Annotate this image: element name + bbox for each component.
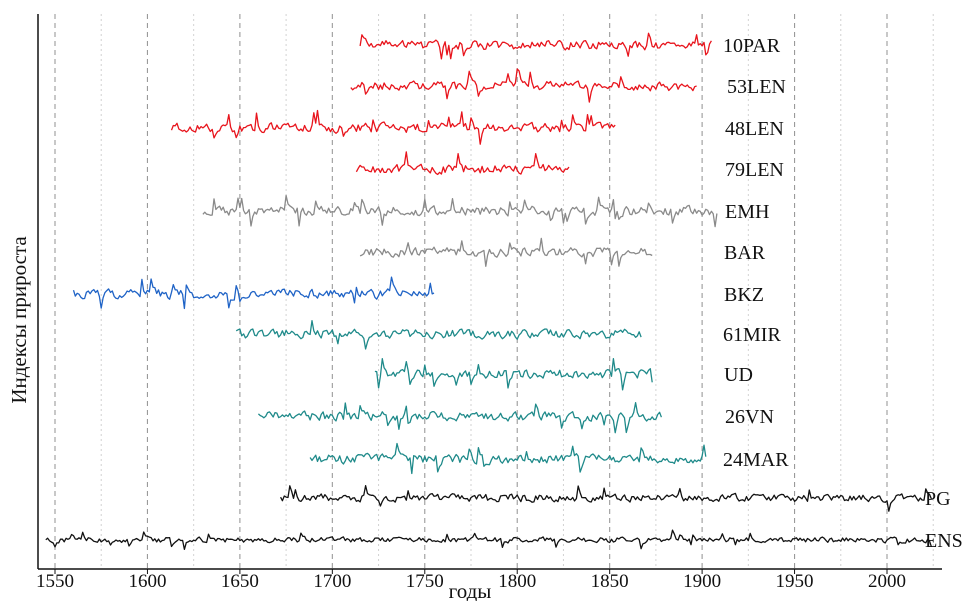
series-line-emh — [202, 194, 718, 228]
x-tick-label: 2000 — [868, 571, 906, 592]
series-line-bkz — [72, 276, 435, 310]
series-label-emh: EMH — [725, 201, 769, 223]
series-line-26vn — [257, 402, 663, 434]
x-tick-label: 1800 — [498, 571, 536, 592]
series-line-pg — [280, 485, 933, 512]
x-axis-title: годы — [449, 579, 492, 601]
series-line-24mar — [309, 442, 707, 475]
series-line-ud — [374, 358, 653, 391]
x-tick-label: 1850 — [591, 571, 629, 592]
series-line-ens — [45, 529, 933, 551]
x-tick-label: 1750 — [406, 571, 444, 592]
series-label-53len: 53LEN — [727, 76, 786, 98]
series-line-10par — [359, 32, 712, 60]
series-line-79len — [355, 151, 570, 176]
x-ticks: 1550 1600 1650 1700 1750 1800 1850 1900 1950 2000 — [36, 569, 906, 592]
series-line-bar — [359, 237, 653, 267]
series-label-pg: PG — [925, 488, 951, 510]
x-tick-label: 1900 — [683, 571, 721, 592]
x-tick-label: 1650 — [221, 571, 259, 592]
x-tick-label: 1700 — [313, 571, 351, 592]
series-label-bar: BAR — [724, 242, 766, 264]
series-label-10par: 10PAR — [723, 35, 781, 57]
series-label-24mar: 24MAR — [723, 449, 789, 471]
series-label-61mir: 61MIR — [723, 324, 781, 346]
series-line-48len — [170, 109, 616, 145]
series-label-ud: UD — [724, 364, 753, 386]
series-label-bkz: BKZ — [724, 284, 764, 306]
series-label-ens: ENS — [925, 530, 963, 552]
grid — [54, 14, 934, 569]
series-label-48len: 48LEN — [725, 118, 784, 140]
series-line-53len — [350, 68, 697, 103]
x-tick-label: 1550 — [36, 571, 74, 592]
series-layer: 10PAR 53LEN 48LEN 79LEN EMH BAR BKZ 61MIR UD 26VN… — [45, 32, 963, 552]
series-label-79len: 79LEN — [725, 159, 784, 181]
series-line-61mir — [235, 320, 642, 350]
series-label-26vn: 26VN — [725, 406, 774, 428]
axes — [37, 14, 942, 570]
y-axis-title: Индексы прироста — [7, 236, 31, 404]
x-tick-label: 1600 — [128, 571, 166, 592]
x-tick-label: 1950 — [776, 571, 814, 592]
